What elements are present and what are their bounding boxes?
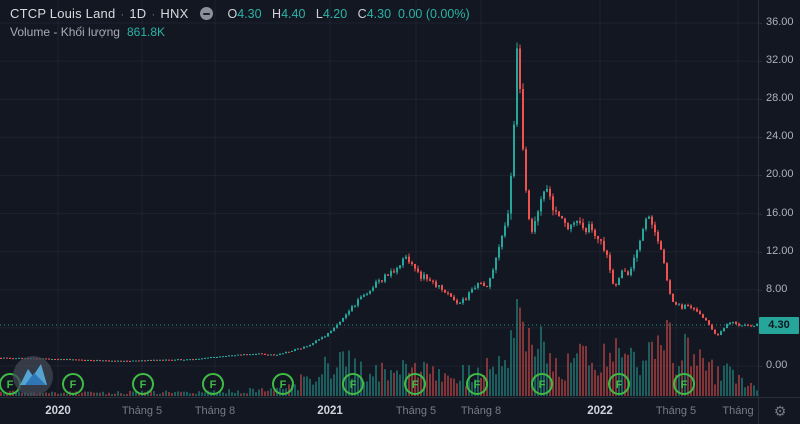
high-label: H [272, 6, 282, 21]
time-tick-label: Tháng 5 [655, 405, 697, 417]
last-price-badge: 4.30 [759, 316, 799, 334]
price-tick-label: 0.00 [757, 359, 788, 371]
chart-legend: CTCP Louis Land · 1D · HNX O4.30 H4.40 L… [10, 6, 470, 39]
financial-report-marker[interactable]: F [272, 373, 294, 395]
financial-report-marker[interactable]: F [531, 373, 553, 395]
price-tick-label: 28.00 [758, 92, 794, 105]
time-tick-label: Tháng 5 [121, 405, 163, 417]
separator-dot: · [151, 6, 156, 21]
time-tick-label: 2021 [317, 405, 343, 417]
time-tick-label: Tháng 5 [395, 405, 437, 417]
price-axis[interactable]: 4.30 36.00 32.00 28.00 24.00 20.00 16.00 12.00… [757, 0, 800, 397]
financial-report-marker[interactable]: F [673, 373, 695, 395]
time-tick-label: Tháng 8 [460, 405, 502, 417]
svg-text:F: F [539, 379, 546, 391]
financial-report-marker[interactable]: F [202, 373, 224, 395]
financial-report-marker[interactable]: F [62, 373, 84, 395]
time-tick-label: Tháng 8 [194, 405, 236, 417]
svg-text:F: F [7, 379, 14, 391]
time-tick-label: 2020 [45, 405, 71, 417]
close-value: 4.30 [366, 6, 392, 21]
svg-text:F: F [412, 379, 419, 391]
high-value: 4.40 [281, 6, 306, 21]
minus-icon[interactable] [200, 7, 214, 20]
volume-indicator-label[interactable]: Volume - Khối lượng [10, 25, 120, 39]
svg-text:F: F [474, 379, 481, 391]
price-tick-label: 20.00 [758, 168, 794, 181]
time-tick-label: Tháng [722, 405, 754, 417]
price-tick-label: 32.00 [758, 54, 794, 67]
financial-report-marker[interactable]: F [466, 373, 488, 395]
financial-report-marker[interactable]: F [608, 373, 630, 395]
price-tick-label: 36.00 [758, 15, 794, 28]
svg-text:F: F [350, 379, 357, 391]
time-axis[interactable]: 2020 Tháng 5 Tháng 8 2021 Tháng 5 Tháng 8 2022… [0, 397, 758, 424]
svg-text:F: F [210, 379, 217, 391]
interval-label[interactable]: 1D [129, 6, 147, 21]
svg-text:F: F [616, 379, 623, 391]
volume-value: 861.8K [126, 25, 166, 39]
svg-text:F: F [140, 379, 147, 391]
svg-text:F: F [681, 379, 688, 391]
financial-report-marker[interactable]: F [404, 373, 426, 395]
price-tick-label: 24.00 [758, 130, 794, 143]
price-tick-label: 12.00 [758, 244, 794, 257]
close-label: C [357, 6, 367, 21]
ohlc-values: O4.30 H4.40 L4.20 C4.30 [227, 7, 391, 21]
time-tick-label: 2022 [587, 405, 613, 417]
financial-report-marker[interactable]: F [132, 373, 154, 395]
low-value: 4.20 [322, 6, 348, 21]
chart-logo-icon [13, 356, 53, 396]
svg-text:F: F [70, 379, 77, 391]
financial-report-marker[interactable]: F [342, 373, 364, 395]
low-label: L [315, 6, 323, 21]
gear-icon[interactable]: ⚙ [773, 403, 787, 420]
open-value: 4.30 [237, 6, 262, 21]
open-label: O [227, 6, 238, 21]
legend-volume-row: Volume - Khối lượng 861.8K [10, 25, 470, 39]
legend-symbol-row: CTCP Louis Land · 1D · HNX O4.30 H4.40 L… [10, 6, 470, 21]
axis-settings-corner: ⚙ [758, 397, 800, 424]
exchange-label[interactable]: HNX [160, 6, 189, 21]
price-tick-label: 16.00 [758, 206, 794, 219]
symbol-title[interactable]: CTCP Louis Land [10, 6, 116, 21]
svg-text:F: F [280, 379, 287, 391]
price-tick-label: 8.00 [757, 282, 788, 295]
change-value: 0.00 (0.00%) [398, 6, 470, 21]
separator-dot: · [120, 6, 125, 21]
